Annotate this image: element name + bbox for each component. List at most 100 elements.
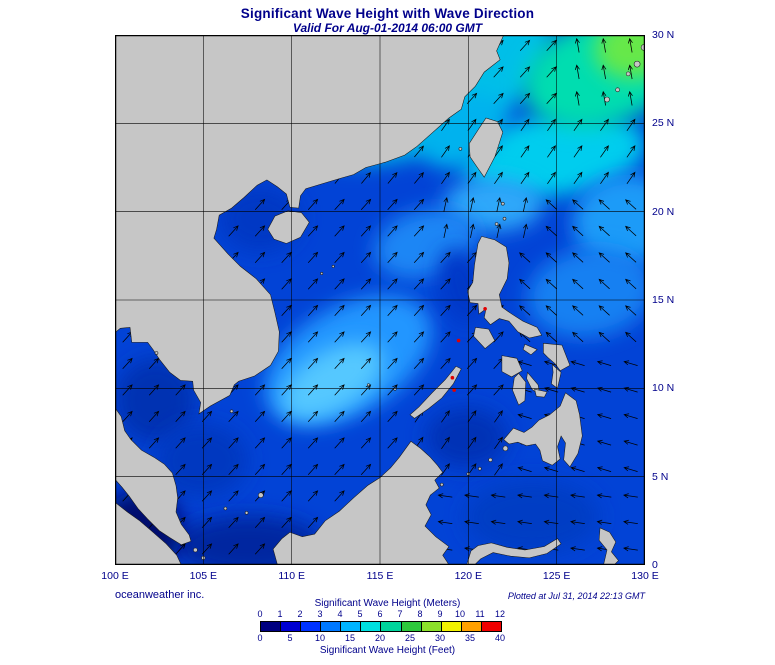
legend-feet-tick: 35 <box>464 633 475 643</box>
lon-tick-label: 115 E <box>366 570 394 582</box>
legend-feet-tick: 20 <box>374 633 385 643</box>
legend-color-segment <box>261 622 282 631</box>
red-marker-dot <box>456 338 461 343</box>
red-marker-dot <box>452 388 457 392</box>
small-island <box>244 511 249 515</box>
small-island <box>478 466 482 471</box>
small-island <box>501 201 505 206</box>
legend-color-segment <box>361 622 382 631</box>
legend-meters-tick: 10 <box>454 609 465 619</box>
map-frame <box>115 35 645 565</box>
landmass-china-indochina <box>115 35 505 415</box>
landmass-masbate <box>522 343 538 356</box>
red-marker-dot <box>483 307 487 311</box>
legend-colorbar <box>260 621 502 632</box>
small-island <box>229 409 234 414</box>
small-island <box>154 351 159 355</box>
small-island <box>258 492 264 498</box>
legend-meters-tick: 4 <box>337 609 343 619</box>
small-island <box>367 383 370 387</box>
red-marker-dot <box>450 375 455 380</box>
legend-color-segment <box>321 622 342 631</box>
lat-tick-label: 30 N <box>652 29 675 41</box>
small-island <box>440 482 444 487</box>
lat-tick-label: 20 N <box>652 205 675 218</box>
legend-meters-tick: 0 <box>257 609 263 619</box>
legend-color-segment <box>401 622 422 631</box>
landmass-luzon <box>467 236 543 339</box>
legend-meters-tick: 3 <box>317 609 323 619</box>
landmass-malay-peninsula <box>115 407 192 546</box>
landmass-hainan <box>267 210 310 244</box>
small-island <box>223 506 228 511</box>
small-island <box>393 387 397 391</box>
legend-meters-tick: 7 <box>397 609 403 619</box>
legend-feet-tick: 30 <box>434 633 445 643</box>
lat-tick-label: 25 N <box>652 117 675 130</box>
landmass-taiwan <box>468 117 504 178</box>
small-island <box>604 96 610 103</box>
landmass-negros <box>512 372 527 406</box>
legend-color-segment <box>341 622 362 631</box>
landmass-halmahera <box>598 527 619 565</box>
legend-color-segment <box>421 622 442 631</box>
legend-feet-tick: 5 <box>287 633 293 643</box>
landmass-palawan <box>409 365 462 419</box>
legend-meters-tick: 8 <box>417 609 423 619</box>
grid-layer <box>115 35 645 565</box>
plotted-timestamp: Plotted at Jul 31, 2014 22:13 GMT <box>507 591 645 601</box>
lon-tick-label: 125 E <box>542 570 571 582</box>
landmass-panay <box>501 355 523 378</box>
legend-meters-tick: 6 <box>377 609 383 619</box>
landmass-sulawesi <box>466 538 562 565</box>
wave-map-canvas <box>115 35 645 565</box>
small-island <box>458 147 463 151</box>
legend-feet-tick: 0 <box>257 633 263 643</box>
legend-feet-tick: 25 <box>404 633 415 643</box>
lon-tick-label: 130 E <box>631 570 659 582</box>
red-markers <box>450 307 487 392</box>
legend-color-segment <box>461 622 482 631</box>
legend-meters-tick: 12 <box>494 609 505 619</box>
legend-feet-tick: 40 <box>494 633 505 643</box>
figure-title: Significant Wave Height with Wave Direct… <box>240 6 535 21</box>
lon-tick-label: 105 E <box>189 570 218 582</box>
legend-color-segment <box>481 622 501 631</box>
legend-color-segment <box>281 622 302 631</box>
landmass-sumatra <box>115 501 182 565</box>
small-island <box>625 71 631 77</box>
figure-subtitle: Valid For Aug-01-2014 06:00 GMT <box>292 21 483 35</box>
landmass-bohol <box>534 388 548 398</box>
lat-tick-label: 15 N <box>652 294 675 306</box>
legend-meters-tick: 2 <box>297 609 303 619</box>
legend-meters-tick: 11 <box>475 609 485 619</box>
landmass-leyte <box>551 363 562 389</box>
small-island <box>193 547 198 553</box>
credit-text: oceanweather inc. <box>115 589 205 601</box>
legend-meters-tick: 1 <box>277 609 283 619</box>
lon-tick-label: 120 E <box>454 570 483 582</box>
legend-feet-tick: 15 <box>344 633 355 643</box>
landmass-borneo <box>272 440 450 565</box>
small-island <box>494 222 499 226</box>
lat-tick-label: 0 <box>652 559 658 571</box>
landmass-mindanao <box>503 392 583 468</box>
lat-tick-label: 10 N <box>652 382 675 395</box>
small-island <box>320 272 324 275</box>
small-island <box>488 457 493 462</box>
lat-tick-label: 5 N <box>652 470 669 483</box>
small-island <box>502 445 509 452</box>
small-island <box>633 60 641 68</box>
landmass-mindoro <box>473 327 496 349</box>
small-island <box>331 264 335 268</box>
legend-feet-tick: 10 <box>314 633 325 643</box>
legend-color-segment <box>381 622 402 631</box>
small-island <box>615 87 620 93</box>
small-island <box>502 216 507 221</box>
legend-meters-tick: 5 <box>357 609 363 619</box>
legend-meters-label: Significant Wave Height (Meters) <box>314 598 461 609</box>
legend-color-segment <box>301 622 322 631</box>
legend-color-segment <box>441 622 462 631</box>
lon-tick-label: 110 E <box>278 570 305 582</box>
